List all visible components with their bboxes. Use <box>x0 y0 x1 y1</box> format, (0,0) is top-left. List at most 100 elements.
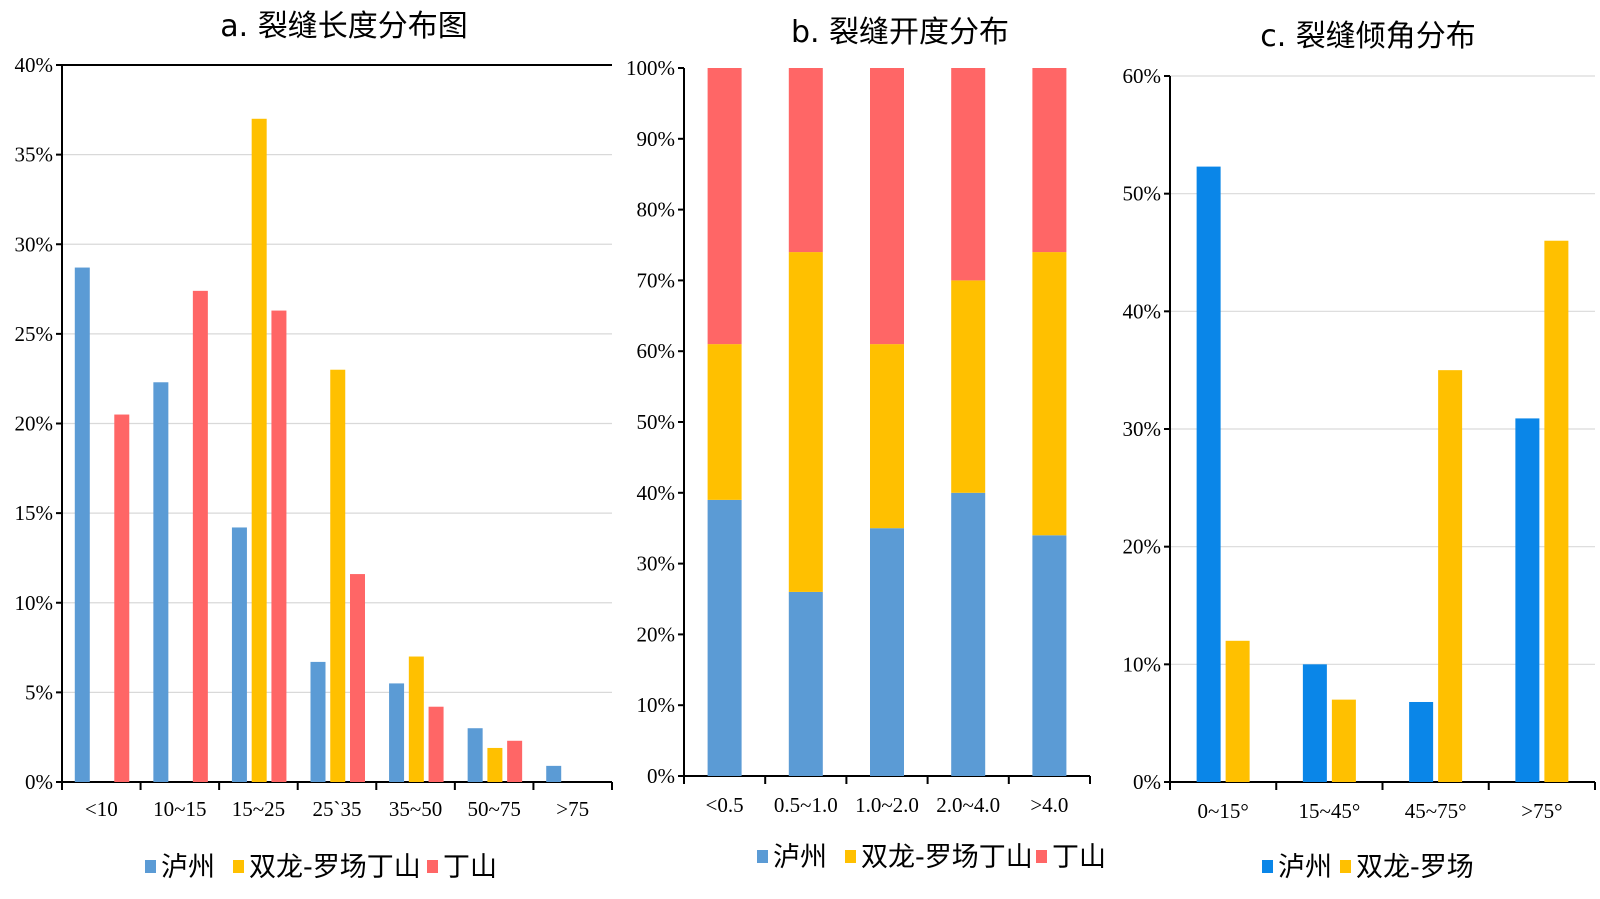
panel-a-length-distribution: a. 裂缝长度分布图 0% 5% 10% 15% 20% 25% 30% 35% 40% <10 1… <box>15 9 613 883</box>
bar-泸州 <box>153 382 169 782</box>
y-tick-label: 40% <box>15 53 54 77</box>
bar-丁山 <box>192 290 208 782</box>
bar-泸州 <box>1409 701 1434 782</box>
bar-双龙-罗场丁山 <box>870 344 904 529</box>
bar-泸州 <box>231 527 247 782</box>
x-tick-label: 10~15 <box>153 797 206 821</box>
bar-双龙-罗场丁山 <box>707 344 742 500</box>
y-tick-label: 90% <box>637 127 676 151</box>
y-tick-label: 70% <box>637 268 676 292</box>
chart-title-a: a. 裂缝长度分布图 <box>220 9 467 44</box>
y-tick-label: 60% <box>1123 64 1162 88</box>
bar-双龙-罗场丁山 <box>487 747 503 782</box>
x-tick-label: >75 <box>556 797 589 821</box>
legend-label: 泸州 <box>161 852 215 883</box>
x-tick-label: 0~15° <box>1197 799 1248 823</box>
legend-label: 泸州 <box>773 842 827 873</box>
y-tick-label: 30% <box>1123 417 1162 441</box>
legend-label: 丁山 <box>443 852 497 883</box>
y-tick-label: 25% <box>15 322 54 346</box>
bar-泸州 <box>1302 664 1327 782</box>
bar-泸州 <box>1196 166 1221 782</box>
legend-label: 双龙-罗场 <box>1356 852 1474 883</box>
y-tick-label: 0% <box>647 764 675 788</box>
legend-swatch <box>233 860 244 873</box>
y-tick-label: 100% <box>626 56 675 80</box>
bar-双龙-罗场 <box>1331 699 1356 782</box>
bar-泸州 <box>310 661 326 782</box>
bar-丁山 <box>951 68 986 281</box>
bar-丁山 <box>1032 68 1067 253</box>
bar-丁山 <box>114 414 130 782</box>
y-tick-label: 10% <box>637 693 676 717</box>
x-tick-label: >4.0 <box>1030 793 1068 817</box>
legend-swatch <box>427 860 438 873</box>
bar-双龙-罗场 <box>1225 640 1250 782</box>
bar-泸州 <box>74 267 90 782</box>
y-tick-label: 20% <box>637 622 676 646</box>
bar-双龙-罗场丁山 <box>408 656 424 782</box>
legend-label: 双龙-罗场丁山 <box>249 852 421 883</box>
bar-双龙-罗场丁山 <box>1032 252 1067 536</box>
bar-双龙-罗场丁山 <box>330 369 346 782</box>
x-tick-label: 50~75 <box>467 797 520 821</box>
legend-swatch <box>1340 860 1351 873</box>
bar-泸州 <box>467 728 483 782</box>
bar-泸州 <box>389 683 405 782</box>
bar-双龙-罗场丁山 <box>788 252 823 592</box>
y-tick-label: 80% <box>637 198 676 222</box>
bar-丁山 <box>507 740 523 782</box>
x-tick-label: >75° <box>1521 799 1562 823</box>
y-tick-label: 10% <box>1123 652 1162 676</box>
x-tick-label: 45~75° <box>1405 799 1467 823</box>
legend-swatch <box>757 850 768 863</box>
bar-泸州 <box>951 492 986 776</box>
legend-swatch <box>145 860 156 873</box>
legend-label: 丁山 <box>1052 842 1106 873</box>
x-tick-label: <10 <box>85 797 118 821</box>
bar-丁山 <box>271 310 287 782</box>
legend-label: 泸州 <box>1278 852 1332 883</box>
x-tick-label: 15~25 <box>232 797 285 821</box>
y-tick-label: 0% <box>25 770 53 794</box>
bar-双龙-罗场 <box>1438 370 1463 782</box>
y-tick-label: 40% <box>637 481 676 505</box>
y-tick-label: 50% <box>637 410 676 434</box>
panel-c-dip-distribution: c. 裂缝倾角分布 0% 10% 20% 30% 40% 50% 60% 0~15° 15~45… <box>1123 19 1596 883</box>
legend-swatch <box>1262 860 1273 873</box>
y-tick-label: 0% <box>1133 770 1161 794</box>
bar-泸州 <box>870 528 904 776</box>
y-tick-label: 30% <box>637 552 676 576</box>
chart-title-b: b. 裂缝开度分布 <box>791 15 1009 50</box>
x-tick-label: 35~50 <box>389 797 442 821</box>
y-tick-label: 20% <box>15 412 54 436</box>
bar-丁山 <box>870 68 904 345</box>
bar-泸州 <box>707 499 742 776</box>
bar-泸州 <box>1515 418 1540 782</box>
legend-label: 双龙-罗场丁山 <box>861 842 1033 873</box>
x-tick-label: 0.5~1.0 <box>774 793 838 817</box>
bar-双龙-罗场 <box>1544 240 1569 782</box>
y-tick-label: 15% <box>15 501 54 525</box>
bar-双龙-罗场丁山 <box>251 118 267 782</box>
chart-title-c: c. 裂缝倾角分布 <box>1260 19 1476 54</box>
y-tick-label: 10% <box>15 591 54 615</box>
y-tick-label: 60% <box>637 339 676 363</box>
x-tick-label: 2.0~4.0 <box>936 793 1000 817</box>
y-tick-label: 5% <box>25 680 53 704</box>
bar-泸州 <box>788 591 823 776</box>
y-tick-label: 20% <box>1123 535 1162 559</box>
bar-丁山 <box>788 68 823 253</box>
bar-丁山 <box>350 574 365 782</box>
bar-双龙-罗场丁山 <box>951 280 986 493</box>
y-tick-label: 40% <box>1123 299 1162 323</box>
y-tick-label: 30% <box>15 232 54 256</box>
legend-swatch <box>845 850 856 863</box>
bar-泸州 <box>1032 535 1067 776</box>
x-tick-label: 15~45° <box>1298 799 1360 823</box>
x-tick-label: 25`35 <box>313 797 362 821</box>
y-tick-label: 35% <box>15 143 54 167</box>
bar-泸州 <box>546 765 562 782</box>
legend-swatch <box>1036 850 1047 863</box>
